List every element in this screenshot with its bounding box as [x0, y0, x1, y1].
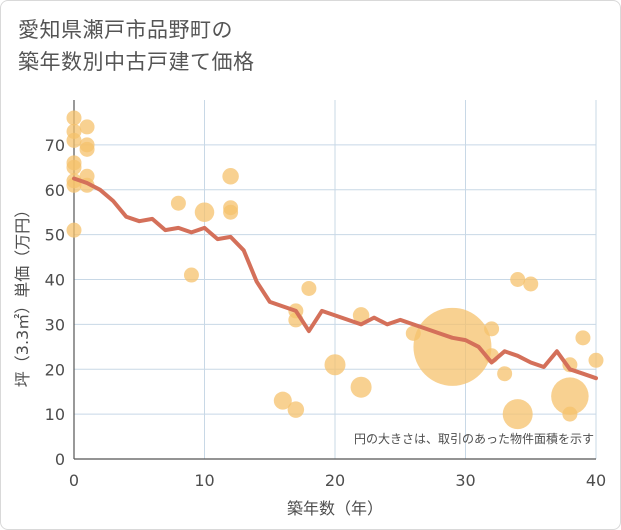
- data-point-bubble: [66, 159, 82, 175]
- data-point-bubble: [301, 280, 317, 296]
- y-tick-label: 0: [55, 450, 65, 469]
- data-point-bubble: [79, 141, 95, 157]
- y-tick-label: 20: [45, 360, 65, 379]
- data-point-bubble: [497, 366, 513, 382]
- x-axis-label: 築年数（年）: [287, 499, 383, 518]
- x-tick-label: 40: [586, 471, 606, 490]
- y-axis-label: 坪（3.3㎡）単価（万円）: [13, 202, 32, 387]
- data-point-bubble: [170, 195, 186, 211]
- data-point-bubble: [551, 377, 589, 415]
- data-point-bubble: [194, 202, 215, 222]
- x-tick-label: 30: [455, 471, 475, 490]
- data-point-bubble: [183, 267, 199, 283]
- chart-title-line2: 築年数別中古戸建て価格: [18, 50, 255, 74]
- data-point-bubble: [575, 330, 591, 346]
- data-point-bubble: [502, 399, 533, 430]
- data-point-bubble: [287, 401, 305, 418]
- data-point-bubble: [66, 222, 82, 238]
- data-point-bubble: [66, 110, 82, 126]
- x-tick-label: 0: [69, 471, 79, 490]
- y-tick-label: 60: [45, 181, 65, 200]
- data-point-bubble: [66, 132, 82, 148]
- data-point-bubble: [324, 354, 346, 376]
- chart-title: 愛知県瀬戸市品野町の 築年数別中古戸建て価格: [18, 14, 255, 78]
- trend-line: [72, 176, 598, 381]
- y-tick-label: 40: [45, 271, 65, 290]
- data-point-bubble: [223, 204, 239, 220]
- y-tick-label: 10: [45, 405, 65, 424]
- data-point-bubble: [523, 276, 539, 292]
- y-tick-label: 30: [45, 315, 65, 334]
- data-point-bubble: [222, 168, 239, 185]
- data-point-bubble: [562, 406, 578, 422]
- y-tick-label: 70: [45, 136, 65, 155]
- bubble-size-note: 円の大きさは、取引のあった物件面積を示す: [354, 431, 594, 446]
- y-tick-label: 50: [45, 226, 65, 245]
- data-point-bubble: [352, 307, 370, 324]
- x-tick-label: 10: [194, 471, 214, 490]
- chart-title-line1: 愛知県瀬戸市品野町の: [18, 18, 233, 42]
- data-point-bubble: [273, 391, 292, 410]
- data-point-bubble: [510, 272, 526, 287]
- data-point-bubble: [588, 352, 604, 368]
- data-point-bubble: [79, 119, 95, 135]
- x-tick-label: 20: [325, 471, 345, 490]
- data-point-bubble: [413, 307, 492, 386]
- data-point-bubble: [484, 321, 500, 337]
- data-point-bubble: [350, 376, 372, 398]
